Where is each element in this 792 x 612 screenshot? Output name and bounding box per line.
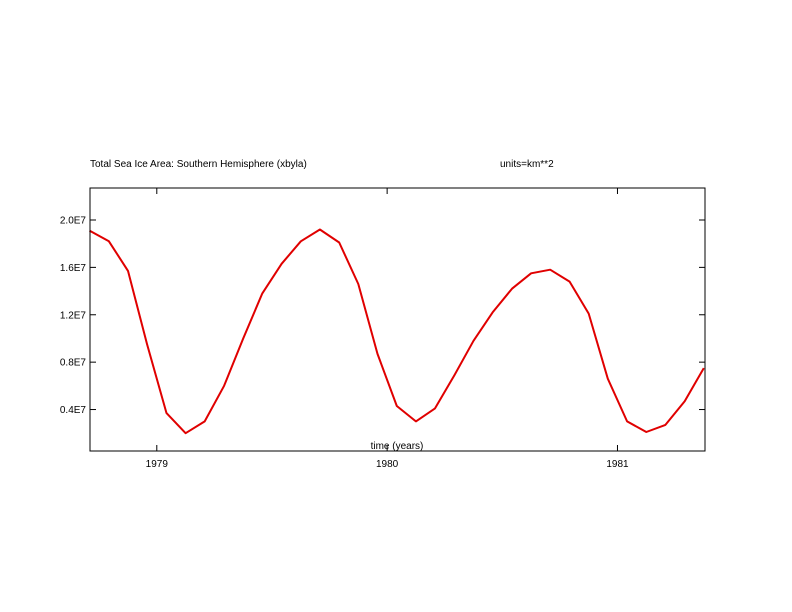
series-line [89, 228, 705, 435]
plot-frame [89, 187, 706, 452]
y-tick-label: 1.2E7 [60, 310, 87, 321]
x-axis-label: time (years) [371, 441, 424, 452]
axis-ticks: 0.4E7 0.8E7 1.2E7 1.6E7 2.0E7 1979 1980 1981 [60, 188, 705, 470]
x-tick-label: 1980 [376, 459, 399, 470]
x-tick-label: 1981 [606, 459, 629, 470]
y-tick-label: 2.0E7 [60, 215, 87, 226]
y-tick-label: 0.4E7 [60, 405, 87, 416]
y-tick-label: 0.8E7 [60, 358, 87, 369]
units-label: units=km**2 [500, 159, 554, 170]
y-tick-label: 1.6E7 [60, 263, 87, 274]
x-tick-label: 1979 [146, 459, 169, 470]
series-layer [89, 228, 705, 435]
chart-title: Total Sea Ice Area: Southern Hemisphere … [90, 159, 307, 170]
